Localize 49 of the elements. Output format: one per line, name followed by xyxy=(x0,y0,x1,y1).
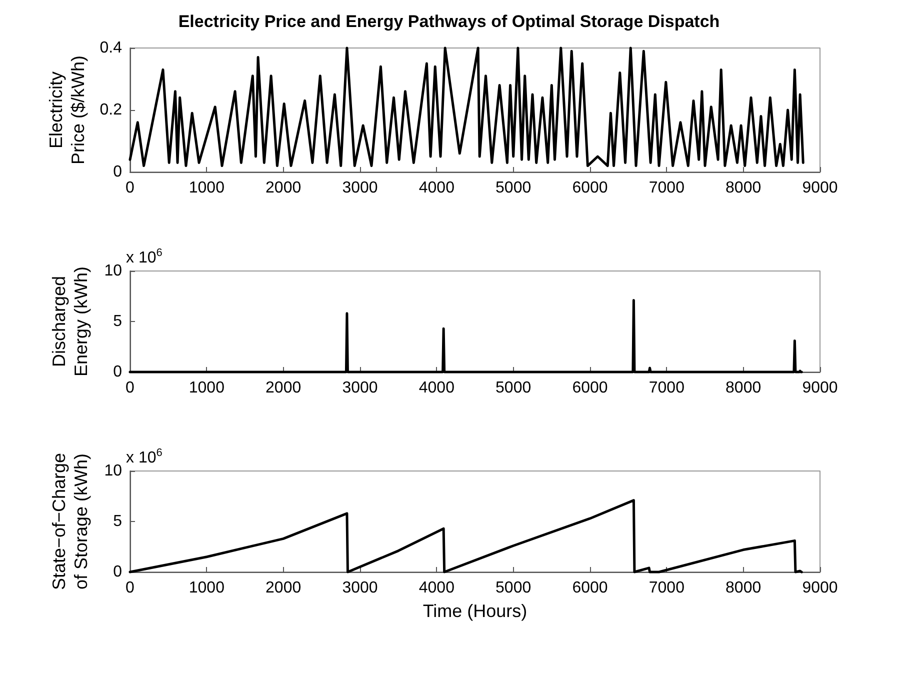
x-tick-label: 7000 xyxy=(648,580,685,596)
x-tick-label: 7000 xyxy=(648,380,685,396)
x-tick-label: 1000 xyxy=(188,180,225,196)
x-tick-label: 7000 xyxy=(648,180,685,196)
line-series xyxy=(128,299,803,374)
y-tick-label: 10 xyxy=(104,462,122,480)
x-tick-label: 2000 xyxy=(266,180,302,196)
x-tick-label: 9000 xyxy=(802,180,838,196)
y-tick-label: 0 xyxy=(113,564,122,580)
x-tick-label: 6000 xyxy=(572,380,608,396)
y-axis-title: Electricity Price ($/kWh) xyxy=(46,55,88,165)
y-tick-label: 0.4 xyxy=(100,40,122,56)
chart-title: Electricity Price and Energy Pathways of Optimal Storage Dispatch xyxy=(178,12,720,31)
x-tick-label: 4000 xyxy=(418,580,455,596)
y-tick-label: 0 xyxy=(113,364,122,380)
text: x 10$^{6}$ xyxy=(126,447,162,468)
y-axis-title: Discharged Energy (kWh) xyxy=(49,266,91,377)
x-tick-label: 8000 xyxy=(726,580,762,596)
x-tick-label: 0 xyxy=(126,380,135,396)
x-tick-label: 3000 xyxy=(342,580,378,596)
y-axis-title: State−of−Charge of Storage (kWh) xyxy=(49,452,91,590)
y-tick-label: 0.2 xyxy=(100,102,122,118)
x-tick-label: 5000 xyxy=(496,180,532,196)
x-tick-label: 5000 xyxy=(496,580,532,596)
x-tick-label: 9000 xyxy=(802,380,838,396)
x-tick-label: 6000 xyxy=(572,180,608,196)
x-tick-label: 3000 xyxy=(342,180,378,196)
line-series xyxy=(128,499,803,574)
x-tick-label: 8000 xyxy=(726,380,762,396)
x-tick-label: 4000 xyxy=(418,180,455,196)
y-tick-label: 5 xyxy=(113,313,122,330)
x-tick-label: 1000 xyxy=(188,580,225,596)
y-tick-label: 0 xyxy=(113,164,122,180)
x-tick-label: 3000 xyxy=(342,380,378,396)
y-tick-label: 10 xyxy=(104,262,122,280)
x-tick-label: 5000 xyxy=(496,380,532,396)
x-tick-label: 2000 xyxy=(266,380,302,396)
x-tick-label: 8000 xyxy=(726,180,762,196)
x-axis-title: Time (Hours) xyxy=(422,601,528,621)
x-tick-label: 1000 xyxy=(188,380,225,396)
x-tick-label: 4000 xyxy=(418,380,455,396)
y-tick-label: 5 xyxy=(113,513,122,530)
x-tick-label: 9000 xyxy=(802,580,838,596)
x-tick-label: 6000 xyxy=(572,580,608,596)
x-tick-label: 0 xyxy=(126,180,135,196)
x-tick-label: 2000 xyxy=(266,580,302,596)
line-series xyxy=(128,46,804,168)
text: x 10$^{6}$ xyxy=(126,247,162,268)
x-tick-label: 0 xyxy=(126,580,135,596)
